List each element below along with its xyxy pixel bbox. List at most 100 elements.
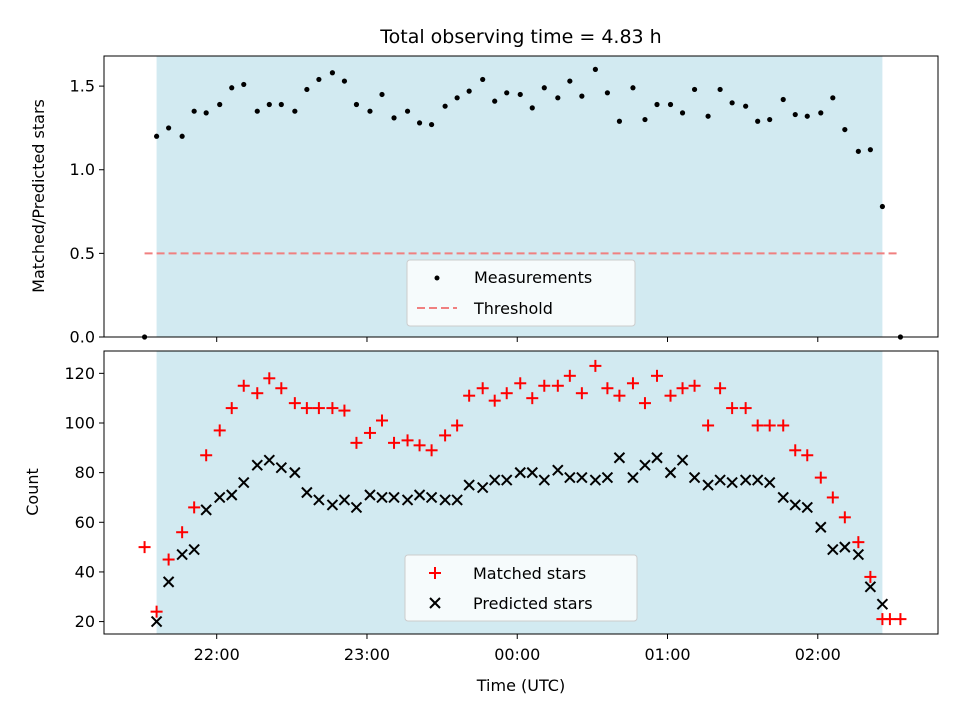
measurement-point (667, 101, 674, 108)
measurement-point (278, 101, 284, 108)
predicted-star-point (439, 494, 451, 506)
matched-star-point (401, 434, 414, 447)
measurement-point (292, 108, 298, 114)
matched-star-point (626, 377, 639, 390)
matched-star-point (826, 491, 839, 504)
matched-star-point (883, 613, 896, 626)
matched-star-point (476, 382, 489, 395)
predicted-star-point (815, 521, 827, 533)
y-tick-label: 100 (64, 413, 95, 432)
measurement-point (153, 133, 160, 139)
predicted-star-point (514, 466, 526, 479)
matched-star-point (275, 382, 288, 395)
y-tick-label: 20 (75, 612, 95, 631)
matched-star-point (650, 369, 663, 382)
predicted-star-point (801, 501, 813, 514)
predicted-star-x-b (589, 474, 602, 486)
predicted-star-x-b (425, 491, 438, 504)
predicted-star-point (538, 474, 550, 486)
matched-star-point (601, 382, 614, 395)
predicted-star-x-b (714, 474, 726, 486)
measurement-point (729, 100, 735, 106)
count-panel: 20 40 60 80 100 120 22:00 23:00 00:00 01:00 02:00… (23, 350, 939, 695)
threshold-legend-label: Threshold (473, 299, 553, 318)
predicted-star-x-b (576, 471, 588, 484)
matched-star-point (451, 419, 464, 432)
measurement-point (166, 125, 172, 131)
predicted-star-x-b (876, 598, 889, 610)
predicted-star-point (176, 548, 188, 561)
measurement-point (743, 103, 749, 109)
measurement-point (217, 101, 223, 108)
measurement-point (767, 116, 773, 123)
predicted-star-point (702, 479, 714, 491)
predicted-star-point (726, 476, 738, 489)
predicted-star-point (289, 466, 301, 479)
matched-star-point (263, 372, 276, 385)
y-tick-label: 60 (75, 513, 95, 532)
predicted-star-x-b (200, 504, 212, 516)
predicted-star-point (601, 471, 614, 484)
measurement-point (480, 76, 486, 83)
ratio-y-axis-label: Matched/Predicted stars (29, 99, 48, 293)
count-legend-box (404, 554, 638, 622)
matched-star-point (300, 402, 313, 415)
predicted-star-x-b (413, 489, 426, 501)
matched-star-point (288, 397, 301, 410)
measurement-point (579, 93, 585, 99)
predicted-star-x-b (526, 466, 538, 479)
predicted-star-x-b (852, 548, 865, 561)
predicted-star-x-b (251, 459, 263, 471)
predicted-star-x-b (162, 576, 175, 588)
measurement-point (517, 91, 523, 98)
measurement-point (780, 96, 786, 103)
predicted-star-point (425, 491, 438, 504)
matched-star-point (188, 501, 201, 514)
matched-star-point (676, 382, 689, 395)
y-tick-label: 120 (64, 364, 95, 383)
matched-star-point (237, 379, 250, 392)
predicted-star-x-b (338, 494, 351, 506)
measurement-point (203, 110, 209, 116)
predicted-star-point (488, 474, 501, 486)
matched-star-point (413, 439, 426, 452)
predicted-star-x-b (238, 476, 250, 489)
matched-star-point (852, 536, 865, 549)
predicted-star-x-b (688, 471, 701, 484)
predicted-star-point (226, 489, 238, 501)
measurement-point (442, 103, 448, 109)
measurement-point (804, 113, 810, 119)
measurement-point (818, 110, 824, 116)
y-tick-label: 0.5 (70, 244, 95, 263)
measurement-point (179, 133, 185, 139)
matched-star-point (150, 605, 163, 618)
measurement-point (654, 101, 660, 108)
predicted-star-point (589, 474, 602, 486)
predicted-star-x-b (376, 491, 388, 504)
matched-star-point (488, 394, 501, 407)
predicted-star-x-b (651, 452, 663, 464)
predicted-star-point (576, 471, 588, 484)
predicted-star-point (651, 452, 663, 464)
x-tick-label: 22:00 (194, 645, 240, 664)
matched-star-point (176, 526, 189, 539)
matched-star-point (326, 402, 339, 415)
predicted-star-point (326, 499, 339, 511)
matched-star-point (726, 402, 739, 415)
predicted-star-point (401, 494, 414, 506)
measurement-point (266, 101, 272, 108)
predicted-star-x-b (488, 474, 501, 486)
matched-star-point (425, 444, 438, 457)
measurement-point (855, 148, 861, 154)
matched-star-point (613, 389, 626, 402)
x-tick-label: 01:00 (644, 645, 690, 664)
predicted-star-x-b (763, 476, 776, 489)
predicted-star-x-b (726, 476, 738, 489)
measurement-point (642, 116, 648, 123)
predicted-star-point (150, 615, 163, 628)
predicted-star-point (613, 452, 626, 464)
predicted-star-x-b (601, 471, 614, 484)
measurement-point (567, 78, 573, 84)
predicted-star-x-b (188, 543, 200, 556)
